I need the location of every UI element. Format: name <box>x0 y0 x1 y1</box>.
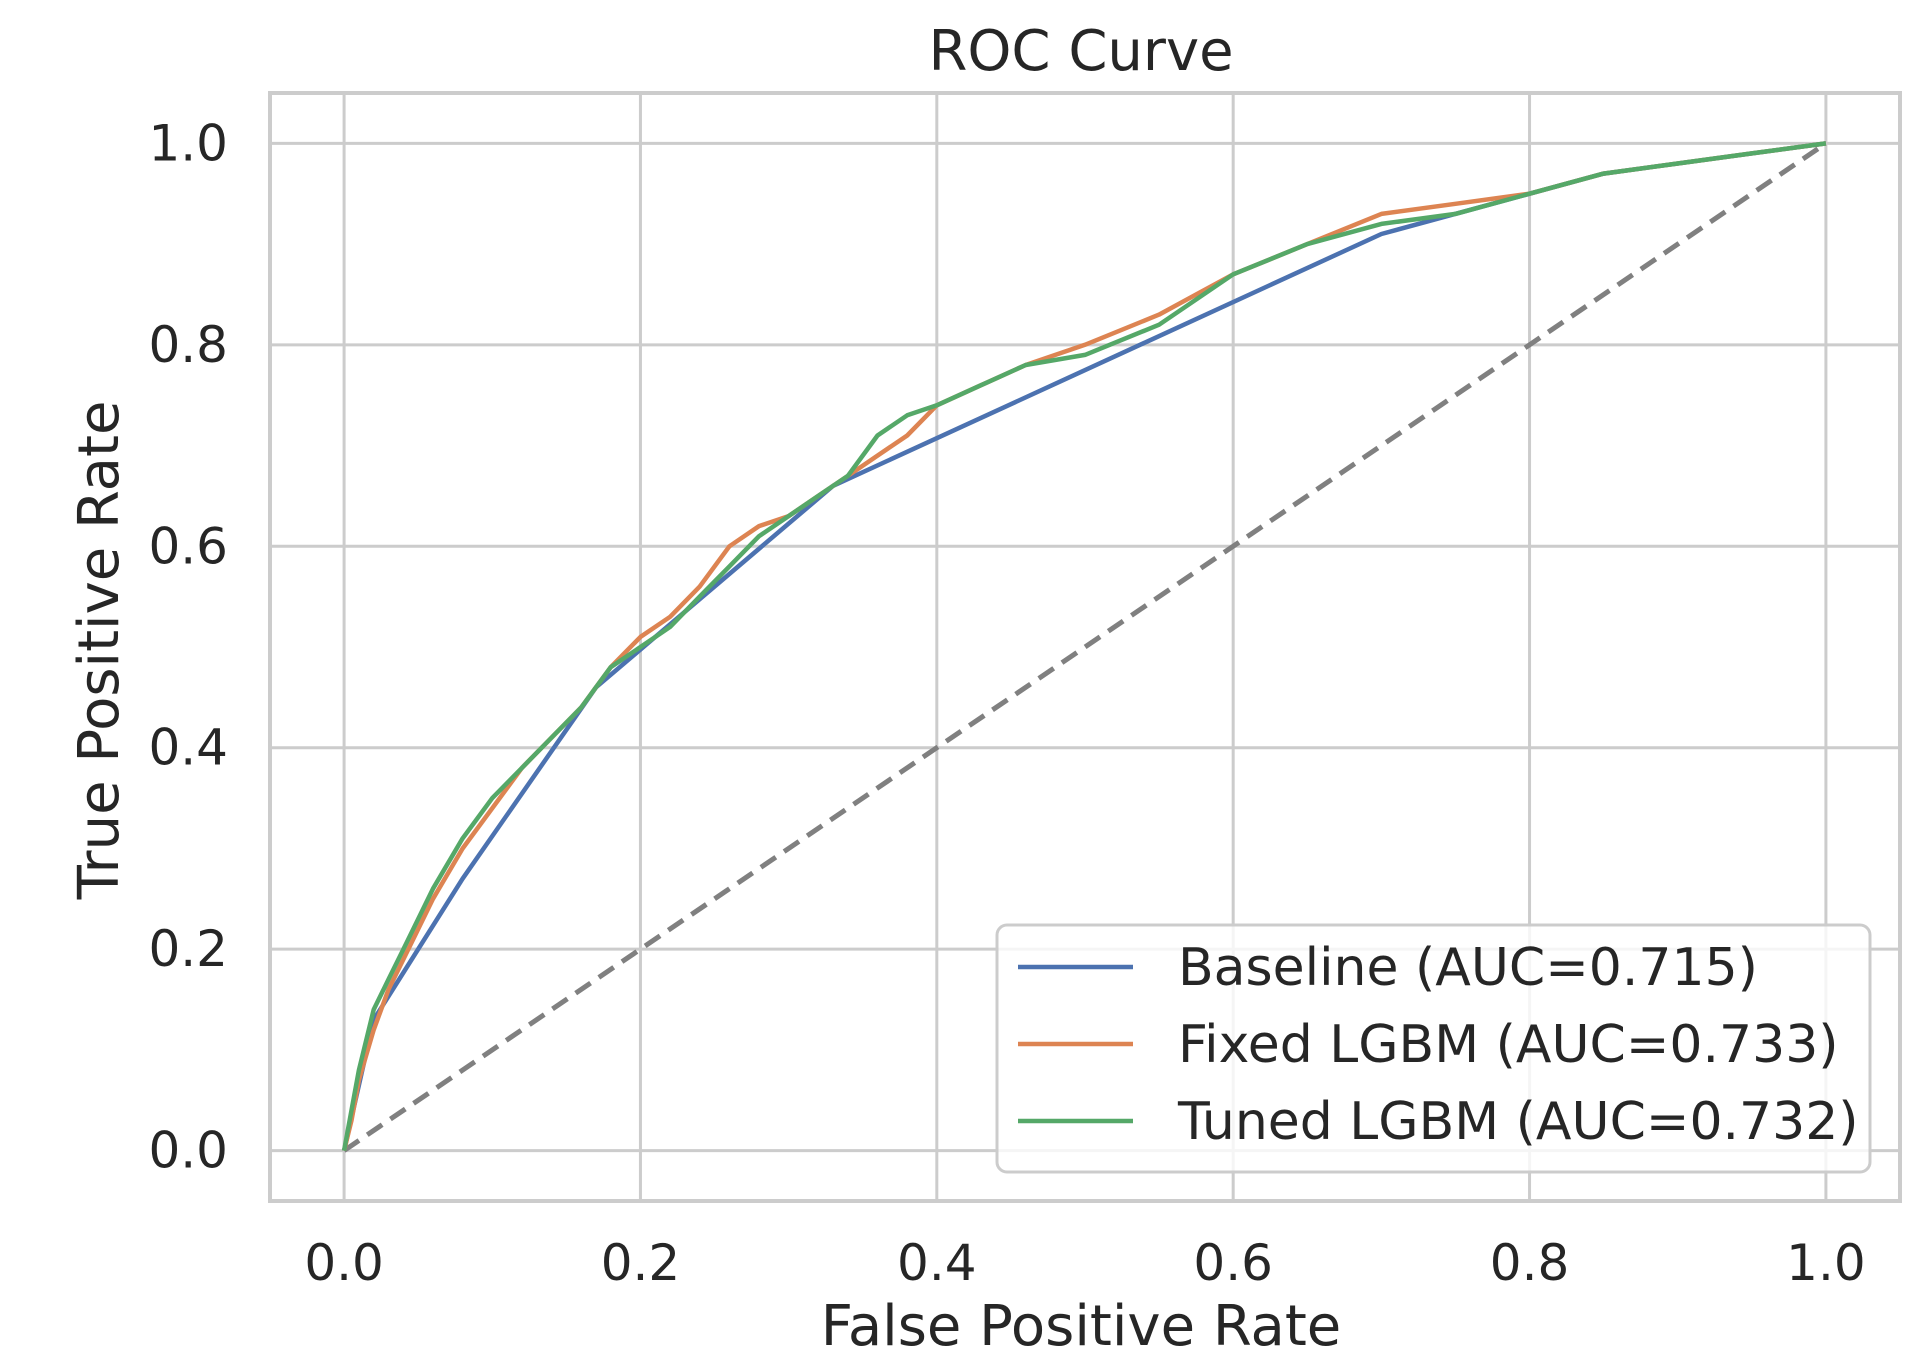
series-line-fixed-lgbm <box>341 141 1827 1152</box>
series-line-random-classifier <box>342 141 1828 1153</box>
legend-box <box>995 923 1872 1174</box>
plot-frame <box>268 91 1902 1203</box>
chart-title: ROC Curve <box>928 19 1233 84</box>
y-tick-label: 0.6 <box>148 517 228 575</box>
y-axis-label: True Positive Rate <box>67 401 132 901</box>
x-tick-label: 0.8 <box>1490 1234 1570 1292</box>
y-tick-labels: 0.0 0.2 0.4 0.6 0.8 1.0 <box>148 114 228 1179</box>
legend-label: Fixed LGBM (AUC=0.733) <box>1178 1015 1839 1075</box>
legend: Baseline (AUC=0.715) Fixed LGBM (AUC=0.73… <box>995 923 1872 1174</box>
y-tick-label: 0.2 <box>148 920 228 978</box>
y-tick-label: 0.0 <box>148 1122 228 1180</box>
x-tick-labels: 0.0 0.2 0.4 0.6 0.8 1.0 <box>304 1234 1865 1292</box>
x-tick-label: 0.4 <box>897 1234 977 1292</box>
y-tick-label: 0.8 <box>148 316 228 374</box>
series-line-tuned-lgbm <box>341 141 1827 1152</box>
legend-label: Baseline (AUC=0.715) <box>1178 938 1758 998</box>
x-tick-label: 0.6 <box>1193 1234 1273 1292</box>
x-axis-label: False Positive Rate <box>821 1294 1341 1359</box>
legend-label: Tuned LGBM (AUC=0.732) <box>1177 1092 1859 1152</box>
x-tick-label: 0.2 <box>601 1234 681 1292</box>
series-layer <box>341 141 1828 1153</box>
x-tick-label: 0.0 <box>304 1234 384 1292</box>
x-tick-label: 1.0 <box>1786 1234 1866 1292</box>
y-tick-label: 0.4 <box>148 719 228 777</box>
y-tick-label: 1.0 <box>148 114 228 172</box>
